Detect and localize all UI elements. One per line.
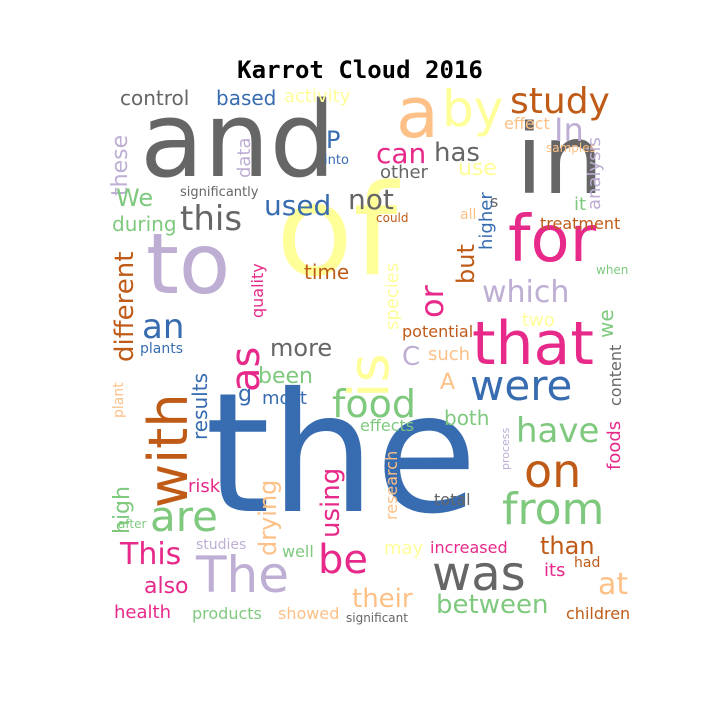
cloud-word: drying	[254, 479, 282, 556]
cloud-word: analysis	[584, 137, 605, 210]
cloud-word: were	[470, 361, 573, 410]
cloud-word: from	[502, 484, 605, 535]
cloud-word: can	[376, 137, 427, 170]
cloud-word: A	[440, 370, 456, 395]
cloud-word: study	[510, 81, 610, 122]
cloud-word: In	[554, 111, 584, 149]
cloud-word: products	[192, 604, 262, 623]
cloud-word: The	[196, 546, 289, 604]
cloud-word: s	[490, 192, 499, 211]
cloud-word: and	[140, 79, 336, 201]
cloud-word: the	[205, 358, 478, 551]
cloud-word: in	[516, 104, 604, 216]
cloud-word: also	[144, 574, 189, 599]
cloud-word: use	[458, 156, 497, 181]
cloud-word: this	[180, 199, 243, 239]
cloud-word: their	[352, 584, 413, 614]
cloud-word: activity	[284, 86, 351, 107]
cloud-word: its	[544, 560, 566, 581]
cloud-word: effects	[360, 416, 415, 435]
cloud-word: we	[594, 309, 618, 338]
cloud-word: quality	[248, 263, 267, 318]
cloud-word: control	[120, 86, 190, 110]
cloud-word: different	[110, 251, 140, 362]
cloud-word: that	[472, 309, 594, 379]
cloud-word: are	[150, 492, 218, 541]
cloud-word: could	[376, 211, 409, 225]
cloud-word: on	[524, 444, 582, 498]
cloud-word: well	[282, 542, 314, 561]
cloud-word: results	[188, 372, 212, 440]
cloud-word: data	[234, 137, 255, 178]
cloud-word: C	[402, 342, 421, 372]
cloud-word: all	[460, 207, 477, 223]
cloud-word: which	[482, 275, 570, 310]
cloud-word: studies	[196, 537, 247, 553]
cloud-word: not	[348, 183, 394, 216]
cloud-word: risk	[188, 476, 221, 497]
cloud-word: been	[258, 364, 313, 389]
cloud-word: had	[574, 555, 601, 571]
cloud-word: other	[380, 162, 428, 183]
cloud-word: more	[270, 334, 333, 362]
cloud-word: g	[238, 382, 252, 407]
cloud-word: two	[522, 310, 555, 331]
cloud-word: food	[332, 382, 416, 426]
cloud-word: plant	[111, 382, 127, 418]
cloud-word: into	[324, 153, 349, 168]
cloud-word: We	[116, 184, 154, 212]
cloud-word: to	[146, 215, 231, 313]
cloud-word: by	[442, 80, 504, 138]
cloud-word: process	[499, 427, 512, 470]
cloud-word: for	[508, 203, 596, 277]
cloud-word: may	[384, 538, 424, 559]
cloud-word: a	[396, 72, 439, 154]
cloud-word: at	[598, 567, 629, 602]
cloud-word: or	[413, 285, 451, 318]
cloud-word: was	[432, 546, 526, 602]
cloud-word: total	[434, 490, 471, 509]
cloud-word: of	[276, 157, 398, 304]
cloud-word: it	[574, 194, 587, 215]
cloud-word: significantly	[180, 185, 259, 200]
cloud-word: This	[120, 537, 182, 572]
cloud-word: based	[216, 86, 277, 110]
cloud-word: when	[596, 263, 629, 277]
cloud-word: after	[118, 517, 147, 531]
cloud-word: between	[436, 590, 549, 620]
cloud-word: health	[114, 602, 171, 623]
cloud-word: time	[304, 260, 350, 284]
cloud-word: potential	[402, 322, 474, 341]
cloud-word: showed	[278, 604, 340, 623]
cloud-word: effect	[504, 114, 550, 133]
cloud-word: has	[434, 138, 480, 168]
cloud-word: foods	[604, 420, 625, 470]
cloud-word: increased	[430, 538, 508, 557]
cloud-word: using	[316, 467, 346, 538]
cloud-word: plants	[140, 341, 184, 357]
cloud-word: but	[452, 244, 480, 284]
cloud-word: treatment	[540, 214, 621, 233]
cloud-word: samples	[546, 141, 596, 155]
cloud-word: children	[566, 604, 631, 623]
cloud-word: P	[326, 126, 341, 154]
cloud-word: during	[112, 212, 177, 236]
chart-title: Karrot Cloud 2016	[237, 56, 483, 84]
cloud-word: content	[606, 344, 625, 406]
cloud-word: than	[540, 532, 595, 560]
cloud-word: used	[264, 189, 332, 222]
cloud-word: most	[262, 388, 307, 409]
cloud-word: species	[382, 262, 403, 330]
cloud-word: have	[516, 411, 600, 451]
cloud-word: be	[318, 537, 368, 583]
cloud-word: such	[428, 344, 471, 365]
cloud-word: research	[382, 450, 401, 520]
cloud-word: both	[444, 406, 490, 430]
cloud-word: an	[142, 307, 185, 347]
cloud-word: significant	[346, 611, 408, 625]
